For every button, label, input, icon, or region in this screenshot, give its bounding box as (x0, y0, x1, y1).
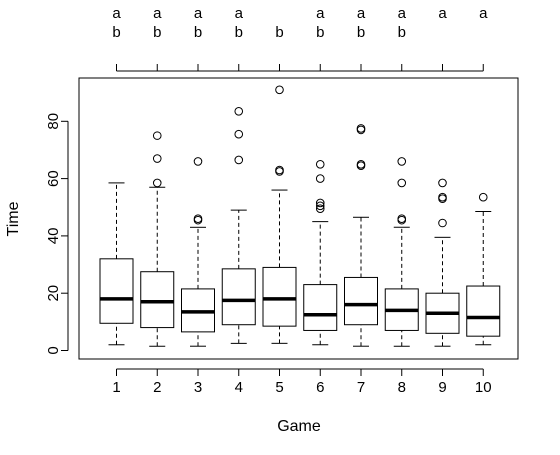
group-letter: b (275, 24, 283, 41)
outlier-point (438, 218, 447, 228)
x-tick-label: 7 (357, 379, 365, 396)
iqr-box (303, 284, 338, 331)
group-letter: b (235, 24, 243, 41)
group-letter: a (357, 5, 366, 22)
y-axis-title: Time (5, 201, 22, 236)
group-letter: a (112, 5, 121, 22)
group-letter: b (194, 24, 202, 41)
x-tick-label: 3 (194, 379, 202, 396)
box-7 (344, 124, 378, 347)
outlier-point (356, 159, 366, 169)
x-tick-label: 2 (153, 379, 161, 396)
group-letter: a (153, 5, 162, 22)
group-letter: a (479, 5, 488, 22)
outlier-point (397, 214, 407, 224)
outlier-point (152, 154, 162, 163)
group-letter: a (194, 5, 203, 22)
y-tick-label: 60 (45, 170, 62, 187)
box-8 (384, 157, 419, 347)
group-letter: b (153, 24, 161, 41)
group-letter: b (112, 24, 120, 41)
x-axis-title: Game (277, 418, 321, 435)
group-letter: a (316, 5, 325, 22)
box-4 (221, 106, 256, 344)
x-tick-label: 5 (275, 379, 283, 396)
outlier-point (152, 131, 162, 140)
box-2 (140, 131, 175, 347)
outlier-point (234, 129, 244, 139)
outlier-point (356, 124, 366, 133)
x-tick-label: 10 (475, 379, 492, 396)
y-tick-label: 80 (45, 113, 62, 130)
outlier-point (234, 155, 244, 165)
top-axis (116, 64, 484, 72)
group-letter: b (357, 24, 365, 41)
outlier-point (397, 157, 407, 166)
plot-frame (78, 77, 519, 360)
outlier-point (193, 157, 203, 166)
x-tick-label: 9 (438, 379, 446, 396)
outlier-point (478, 192, 488, 202)
box-9 (425, 178, 460, 347)
y-axis: 0 20 40 60 80 (45, 113, 69, 355)
iqr-box (99, 258, 134, 324)
box-10 (466, 192, 501, 346)
group-letter: b (316, 24, 324, 41)
outlier-point (234, 106, 244, 116)
iqr-box (140, 271, 175, 329)
group-letter: a (438, 5, 447, 22)
box-6 (303, 159, 338, 346)
iqr-box (262, 266, 297, 327)
outlier-point (315, 201, 325, 211)
iqr-box (221, 268, 256, 326)
iqr-box (466, 285, 501, 337)
outlier-point (438, 178, 447, 188)
outlier-point (315, 174, 325, 183)
boxes (99, 85, 501, 347)
x-tick-label: 6 (316, 379, 324, 396)
outlier-point (275, 85, 284, 95)
y-tick-label: 20 (45, 285, 62, 302)
outlier-point (397, 178, 407, 188)
group-letter: a (235, 5, 244, 22)
x-tick-label: 1 (112, 379, 120, 396)
outlier-point (438, 192, 447, 202)
outlier-point (152, 178, 162, 188)
outlier-point (315, 159, 325, 169)
box-5 (262, 85, 297, 344)
outlier-point (193, 214, 203, 224)
iqr-box (344, 276, 378, 326)
outlier-point (315, 198, 325, 208)
x-tick-label: 4 (235, 379, 243, 396)
outlier-point (315, 204, 325, 213)
box-3 (181, 157, 215, 347)
y-tick-label: 40 (45, 228, 62, 245)
y-tick-label: 0 (45, 346, 62, 354)
outlier-point (275, 165, 284, 175)
x-axis: 1 2 3 4 5 6 7 8 9 10 (112, 368, 492, 396)
x-tick-label: 8 (398, 379, 406, 396)
group-letter: a (398, 5, 407, 22)
group-letter: b (398, 24, 406, 41)
box-1 (99, 182, 134, 346)
